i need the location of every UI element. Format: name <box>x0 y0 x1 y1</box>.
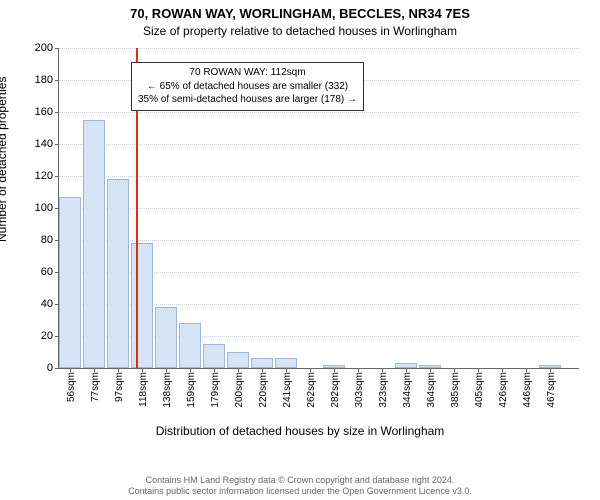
x-tick-label: 426sqm <box>498 372 509 408</box>
x-tick-label: 405sqm <box>474 372 485 408</box>
y-tick-label: 100 <box>35 202 59 214</box>
histogram-bar <box>107 179 129 368</box>
y-tick-label: 120 <box>35 170 59 182</box>
x-tick-label: 241sqm <box>282 372 293 408</box>
histogram-bar <box>203 344 225 368</box>
x-tick-label: 385sqm <box>450 372 461 408</box>
plot-area: 02040608010012014016018020056sqm77sqm97s… <box>58 48 579 369</box>
x-tick-label: 56sqm <box>66 372 77 402</box>
x-tick-label: 97sqm <box>114 372 125 402</box>
y-tick-label: 80 <box>41 234 59 246</box>
page-title: 70, ROWAN WAY, WORLINGHAM, BECCLES, NR34… <box>0 0 600 22</box>
y-tick-label: 200 <box>35 42 59 54</box>
footer-line-1: Contains HM Land Registry data © Crown c… <box>0 475 600 487</box>
y-tick-label: 180 <box>35 74 59 86</box>
x-tick-label: 118sqm <box>138 372 149 407</box>
y-tick-label: 20 <box>41 330 59 342</box>
footer-line-2: Contains public sector information licen… <box>0 486 600 498</box>
x-axis-label: Distribution of detached houses by size … <box>0 424 600 438</box>
y-tick-label: 160 <box>35 106 59 118</box>
histogram-bar <box>179 323 201 368</box>
legend-box: 70 ROWAN WAY: 112sqm ← 65% of detached h… <box>131 62 364 111</box>
x-tick-label: 159sqm <box>186 372 197 408</box>
x-tick-label: 200sqm <box>234 372 245 408</box>
y-axis-label: Number of detached properties <box>0 77 9 242</box>
y-tick-label: 140 <box>35 138 59 150</box>
y-tick-label: 60 <box>41 266 59 278</box>
x-tick-label: 344sqm <box>402 372 413 408</box>
y-tick-label: 40 <box>41 298 59 310</box>
histogram-bar <box>83 120 105 368</box>
x-tick-label: 282sqm <box>330 372 341 408</box>
y-tick-label: 0 <box>47 362 59 374</box>
x-tick-label: 364sqm <box>426 372 437 408</box>
x-tick-label: 179sqm <box>210 372 221 408</box>
x-tick-label: 262sqm <box>306 372 317 408</box>
page-subtitle: Size of property relative to detached ho… <box>0 22 600 38</box>
histogram-bar <box>275 358 297 368</box>
histogram-bar <box>131 243 153 368</box>
x-tick-label: 138sqm <box>162 372 173 408</box>
x-tick-label: 323sqm <box>378 372 389 408</box>
x-tick-label: 446sqm <box>522 372 533 408</box>
x-tick-label: 220sqm <box>258 372 269 408</box>
legend-line-2: ← 65% of detached houses are smaller (33… <box>138 80 357 94</box>
histogram-bar <box>251 358 273 368</box>
chart-container: Number of detached properties 0204060801… <box>0 42 600 442</box>
x-tick-label: 467sqm <box>546 372 557 408</box>
histogram-bar <box>59 197 81 368</box>
legend-line-3: 35% of semi-detached houses are larger (… <box>138 93 357 107</box>
x-tick-label: 77sqm <box>90 372 101 402</box>
legend-line-1: 70 ROWAN WAY: 112sqm <box>138 66 357 80</box>
x-tick-label: 303sqm <box>354 372 365 408</box>
footer-attribution: Contains HM Land Registry data © Crown c… <box>0 475 600 498</box>
histogram-bar <box>227 352 249 368</box>
histogram-bar <box>155 307 177 368</box>
